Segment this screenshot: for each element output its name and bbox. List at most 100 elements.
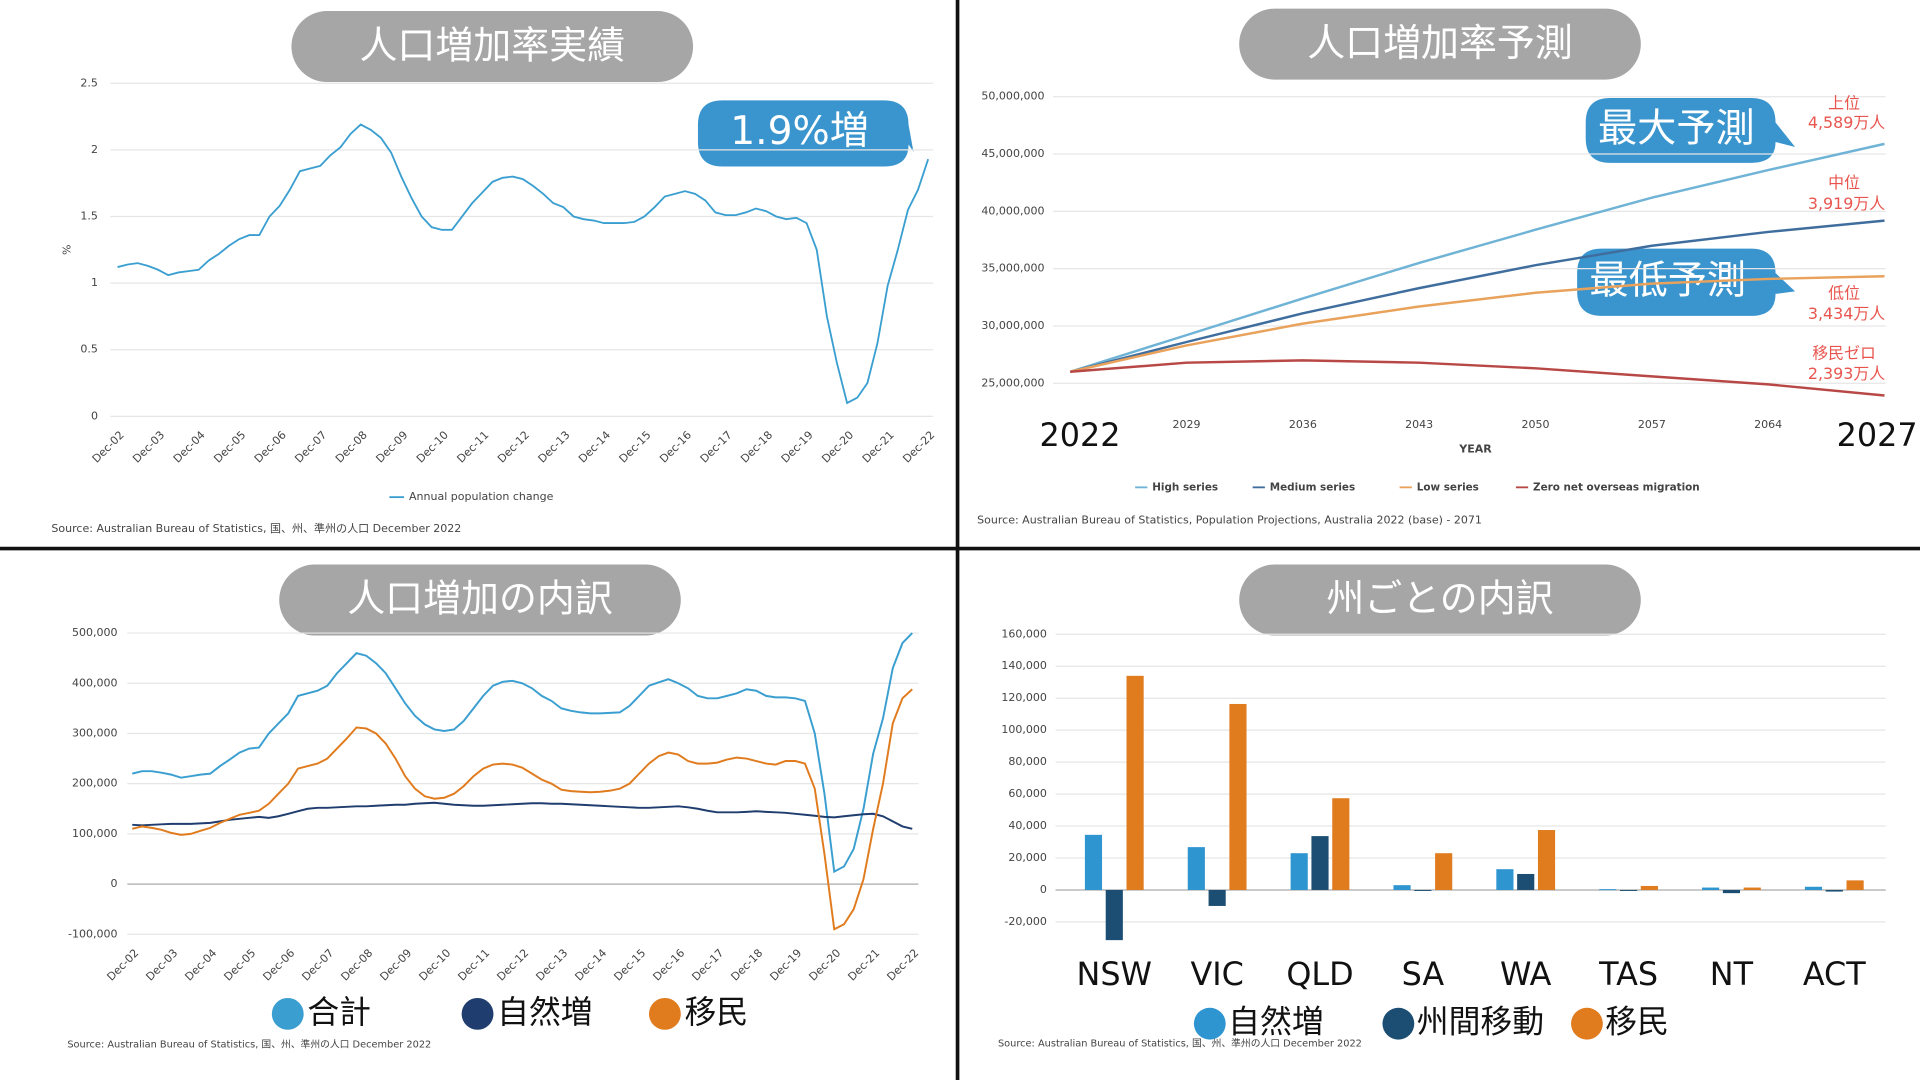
chart-title: 人口増加の内訳 xyxy=(347,577,613,621)
bar xyxy=(1311,836,1329,890)
x-tick-label: 2022 xyxy=(1039,416,1120,454)
value-label: 3,919万人 xyxy=(1808,194,1885,213)
bar xyxy=(1640,885,1658,890)
bar xyxy=(1517,873,1535,890)
title-bubble xyxy=(279,564,681,636)
value-label: 3,434万人 xyxy=(1808,304,1885,323)
y-tick-label: 40,000,000 xyxy=(981,204,1044,217)
legend-label: Zero net overseas migration xyxy=(1533,481,1700,493)
bar xyxy=(1208,889,1226,906)
source: Source: Australian Bureau of Statistics,… xyxy=(67,1037,431,1050)
y-tick-label: 120,000 xyxy=(1001,691,1047,704)
callout xyxy=(1585,97,1796,163)
bar xyxy=(1332,798,1350,890)
line-series xyxy=(117,123,930,405)
line-series xyxy=(132,688,913,931)
callout-text: 1.9%増 xyxy=(730,109,869,154)
line-series xyxy=(132,801,913,830)
y-tick-label: 30,000,000 xyxy=(981,319,1044,332)
x-tick-label: TAS xyxy=(1598,955,1658,993)
y-tick-label: 200,000 xyxy=(72,777,118,790)
value-label: 2,393万人 xyxy=(1808,364,1885,383)
y-tick-label: 20,000 xyxy=(1008,851,1047,864)
legend-swatch xyxy=(1571,1007,1603,1040)
bar xyxy=(1599,889,1617,891)
y-tick-label: 1 xyxy=(91,276,98,289)
y-tick-label: 140,000 xyxy=(1001,659,1047,672)
bar xyxy=(1126,675,1144,890)
x-tick-label: VIC xyxy=(1190,955,1243,993)
legend-swatch xyxy=(1382,1007,1415,1040)
line-series xyxy=(132,632,913,874)
legend-swatch xyxy=(1193,1007,1226,1040)
line-series xyxy=(1069,275,1885,373)
bar xyxy=(1825,889,1843,892)
source: Source: Australian Bureau of Statistics,… xyxy=(51,521,461,535)
y-tick-label: 0 xyxy=(1040,883,1047,896)
y-tick-label: 1.5 xyxy=(80,209,98,222)
legend-label: 自然増 xyxy=(1228,1003,1324,1041)
bar xyxy=(1435,853,1453,890)
x-tick-label: 2036 xyxy=(1289,418,1317,431)
y-axis-label: % xyxy=(60,245,73,255)
x-tick-label: WA xyxy=(1500,955,1552,993)
title-bubble xyxy=(1239,8,1641,80)
bar xyxy=(1537,830,1556,890)
chart-title: 州ごとの内訳 xyxy=(1326,577,1553,621)
y-tick-label: 0 xyxy=(111,877,118,890)
bar xyxy=(1414,889,1432,891)
chart-title: 人口増加率予測 xyxy=(1307,21,1573,65)
bar xyxy=(1743,887,1761,890)
y-tick-label: 40,000 xyxy=(1008,819,1047,832)
legend-label: 自然増 xyxy=(497,993,592,1031)
y-tick-label: 60,000 xyxy=(1008,787,1047,800)
line-series xyxy=(1069,142,1885,373)
source: Source: Australian Bureau of Statistics,… xyxy=(977,513,1482,526)
bar xyxy=(1084,834,1103,890)
x-tick-label: 2043 xyxy=(1405,418,1433,431)
bar xyxy=(1290,853,1308,890)
title-bubble xyxy=(1239,564,1641,636)
y-tick-label: 300,000 xyxy=(72,726,118,739)
title-bubble xyxy=(291,11,694,83)
y-tick-label: 2 xyxy=(91,143,98,156)
bar xyxy=(1804,886,1823,890)
value-label: 4,589万人 xyxy=(1808,113,1885,132)
line-series xyxy=(1070,359,1885,397)
x-tick-label: 2064 xyxy=(1754,418,1782,431)
x-tick-label: QLD xyxy=(1286,955,1353,993)
legend-label: Medium series xyxy=(1270,481,1355,493)
legend-label: 州間移動 xyxy=(1417,1003,1544,1041)
legend-label: Annual population change xyxy=(409,490,554,503)
callout-text: 最大予測 xyxy=(1598,107,1755,152)
y-tick-label: 0 xyxy=(91,409,98,422)
legend-label: 移民 xyxy=(684,993,748,1031)
series-end-label: 中位 xyxy=(1828,173,1860,192)
legend-swatch xyxy=(271,997,304,1030)
x-tick-label: NSW xyxy=(1077,955,1152,993)
y-tick-label: 500,000 xyxy=(72,626,118,639)
bar xyxy=(1496,869,1514,890)
y-tick-label: 25,000,000 xyxy=(981,376,1044,389)
y-tick-label: -20,000 xyxy=(1004,915,1047,928)
x-tick-label: 2057 xyxy=(1638,418,1666,431)
y-tick-label: 45,000,000 xyxy=(981,147,1044,160)
x-tick-label: 2029 xyxy=(1173,418,1201,431)
legend-label: 移民 xyxy=(1605,1003,1669,1041)
legend-swatch xyxy=(461,997,494,1030)
y-tick-label: 50,000,000 xyxy=(981,90,1044,103)
bar xyxy=(1229,703,1247,890)
bar xyxy=(1702,887,1720,890)
x-tick-label: NT xyxy=(1710,955,1754,993)
x-tick-label: 2027 xyxy=(1837,416,1918,454)
y-tick-label: 400,000 xyxy=(72,676,118,689)
bar xyxy=(1722,889,1740,894)
x-tick-label: 2050 xyxy=(1521,418,1549,431)
legend-label: Low series xyxy=(1417,481,1479,493)
x-tick-label: ACT xyxy=(1803,955,1866,993)
y-tick-label: 35,000,000 xyxy=(981,262,1044,275)
y-tick-label: 160,000 xyxy=(1001,627,1047,640)
chart-title: 人口増加率実績 xyxy=(359,23,625,67)
